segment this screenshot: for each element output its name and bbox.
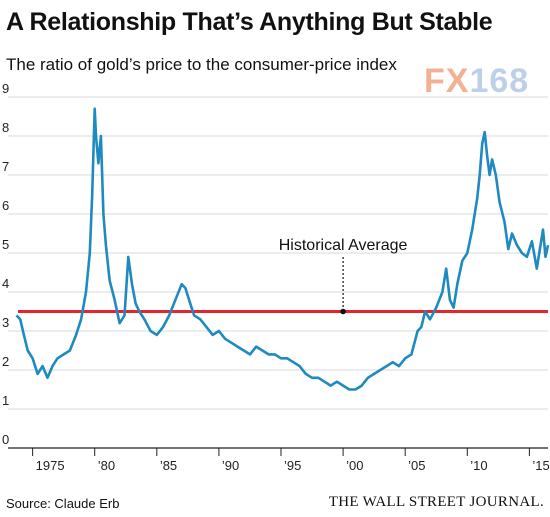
y-tick-label: 5: [2, 237, 9, 252]
y-tick-label: 1: [2, 393, 9, 408]
series-line-0: [15, 107, 550, 391]
y-tick-label: 3: [2, 315, 9, 330]
publisher-credit: THE WALL STREET JOURNAL.: [328, 494, 544, 510]
annotation-dot: [340, 308, 346, 315]
x-tick-label: ’05: [408, 458, 425, 473]
x-tick-label: ’95: [284, 458, 301, 473]
x-tick-label: ’15: [532, 458, 549, 473]
chart-title: A Relationship That’s Anything But Stabl…: [6, 8, 493, 36]
chart-subtitle: The ratio of gold’s price to the consume…: [6, 55, 397, 74]
x-tick-label: ’90: [222, 458, 239, 473]
fx168-logo: FX168: [424, 62, 529, 101]
logo-part-168: 168: [469, 62, 530, 100]
x-tick-label: ’10: [470, 458, 487, 473]
x-tick-label: ’80: [98, 458, 115, 473]
y-tick-label: 0: [2, 432, 9, 447]
x-tick-label: ’00: [346, 458, 363, 473]
historical-average-label: Historical Average: [279, 237, 408, 254]
source-note: Source: Claude Erb: [6, 496, 120, 511]
y-tick-label: 9: [2, 81, 9, 96]
x-tick-label: ’85: [160, 458, 177, 473]
y-tick-label: 6: [2, 198, 9, 213]
y-tick-label: 7: [2, 159, 9, 174]
logo-part-fx: FX: [424, 62, 470, 100]
x-tick-label: 1975: [36, 458, 65, 473]
y-tick-label: 4: [2, 276, 9, 291]
y-tick-label: 8: [2, 120, 9, 135]
y-tick-label: 2: [2, 354, 9, 369]
